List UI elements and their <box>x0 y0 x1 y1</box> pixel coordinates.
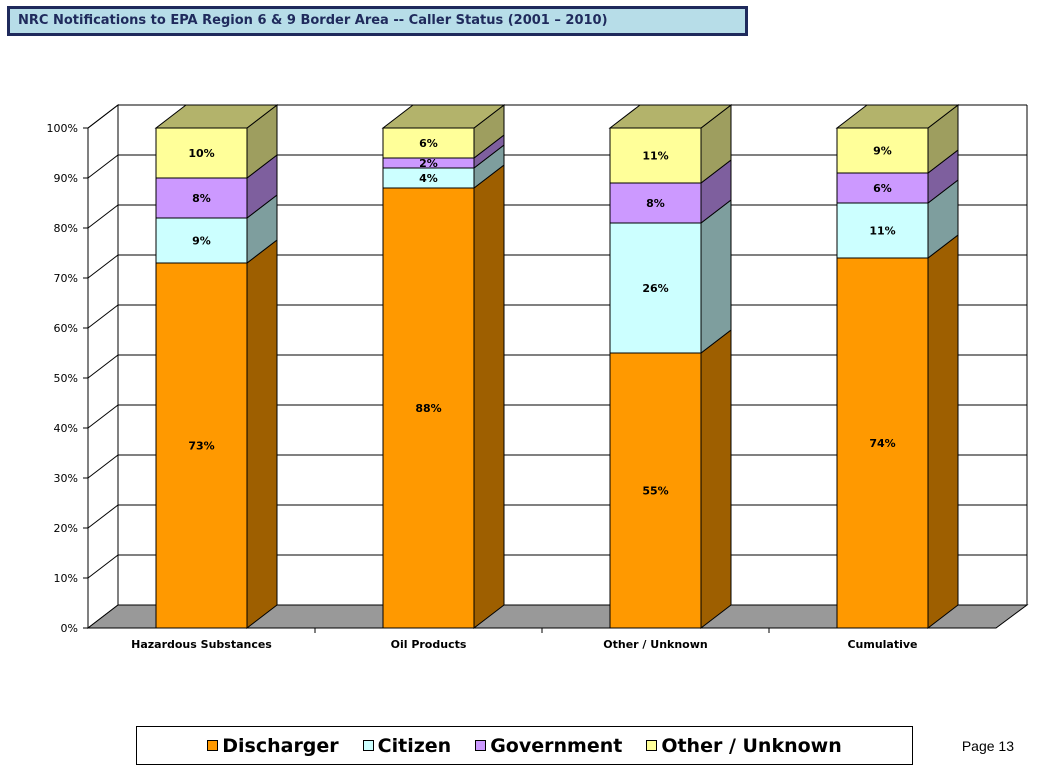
bar-side-1-2 <box>700 198 732 355</box>
bar-segment-2-2 <box>609 182 702 224</box>
bar-segment-0-2 <box>609 352 702 629</box>
legend-swatch-government <box>475 740 487 751</box>
data-label-2-0: 8% <box>192 192 211 205</box>
y-tick-label: 100% <box>47 122 78 135</box>
gridline-side <box>87 404 119 429</box>
data-label-2-2: 8% <box>646 197 665 210</box>
y-tick-label: 70% <box>54 272 78 285</box>
x-tick-label: Other / Unknown <box>603 638 707 651</box>
y-tick-label: 30% <box>54 472 78 485</box>
bar-top-3 <box>835 104 960 129</box>
legend-label-citizen: Citizen <box>377 734 452 757</box>
legend-swatch-citizen <box>362 740 374 751</box>
bar-side-0-0 <box>246 238 278 630</box>
chart-legend: Discharger Citizen Government Other / Un… <box>136 726 913 765</box>
y-tick-label: 60% <box>54 322 78 335</box>
x-tick-label: Cumulative <box>847 638 917 651</box>
x-tick-label: Oil Products <box>391 638 467 651</box>
legend-item-government: Government <box>475 735 622 757</box>
gridline-side <box>87 154 119 179</box>
gridline-side <box>87 304 119 329</box>
data-label-2-1: 2% <box>419 157 438 170</box>
bar-segment-1-3 <box>836 202 929 259</box>
data-label-3-3: 9% <box>873 145 892 158</box>
bar-segment-1-2 <box>609 222 702 354</box>
page-number: Page 13 <box>961 738 1014 754</box>
bar-side-0-3 <box>927 233 959 630</box>
bar-top-2 <box>608 104 733 129</box>
legend-item-discharger: Discharger <box>207 734 339 757</box>
y-tick-label: 0% <box>61 622 78 635</box>
bar-segment-0-3 <box>836 257 929 629</box>
chart-title: NRC Notifications to EPA Region 6 & 9 Bo… <box>7 6 748 36</box>
y-tick-label: 10% <box>54 572 78 585</box>
bar-side-0-1 <box>473 163 505 630</box>
bar-top-1 <box>381 104 506 129</box>
gridline-side <box>87 554 119 579</box>
data-label-0-1: 88% <box>415 402 441 415</box>
stacked-bar-chart: 0% 10% 20% 30% 40% 50% 60% 70% 80% 90% 100% 73% 9% 8%… <box>47 103 1029 651</box>
y-tick-label: 40% <box>54 422 78 435</box>
legend-swatch-other-unknown <box>646 740 658 751</box>
gridline-side <box>87 454 119 479</box>
legend-label-discharger: Discharger <box>222 734 339 757</box>
bar-segment-3-3 <box>836 127 929 174</box>
data-label-3-2: 11% <box>642 150 668 163</box>
data-label-3-1: 6% <box>419 137 438 150</box>
legend-item-citizen: Citizen <box>362 734 452 757</box>
gridline-side <box>87 204 119 229</box>
legend-label-government: Government <box>490 734 623 757</box>
data-label-0-0: 73% <box>188 440 214 453</box>
bar-segment-0-0 <box>155 262 248 629</box>
bar-side-0-2 <box>700 328 732 630</box>
data-label-2-3: 6% <box>873 182 892 195</box>
data-label-0-3: 74% <box>869 437 895 450</box>
data-label-1-3: 11% <box>869 225 895 238</box>
bar-top-0 <box>154 104 279 129</box>
bar-segment-3-0 <box>155 127 248 179</box>
gridline-side <box>87 504 119 529</box>
data-label-3-0: 10% <box>188 147 214 160</box>
legend-swatch-discharger <box>207 740 219 751</box>
legend-item-other-unknown: Other / Unknown <box>646 734 842 757</box>
data-label-1-1: 4% <box>419 172 438 185</box>
y-tick-label: 50% <box>54 372 78 385</box>
bar-segment-2-0 <box>155 177 248 219</box>
legend-label-other-unknown: Other / Unknown <box>661 734 842 757</box>
data-label-1-2: 26% <box>642 282 668 295</box>
bar-segment-0-1 <box>382 187 475 629</box>
gridline-side <box>87 104 119 129</box>
bar-segment-1-0 <box>155 217 248 264</box>
gridline-side <box>87 354 119 379</box>
y-tick-label: 90% <box>54 172 78 185</box>
data-label-0-2: 55% <box>642 485 668 498</box>
y-tick-label: 20% <box>54 522 78 535</box>
x-tick-label: Hazardous Substances <box>131 638 272 651</box>
gridline-side <box>87 254 119 279</box>
y-tick-label: 80% <box>54 222 78 235</box>
data-label-1-0: 9% <box>192 235 211 248</box>
